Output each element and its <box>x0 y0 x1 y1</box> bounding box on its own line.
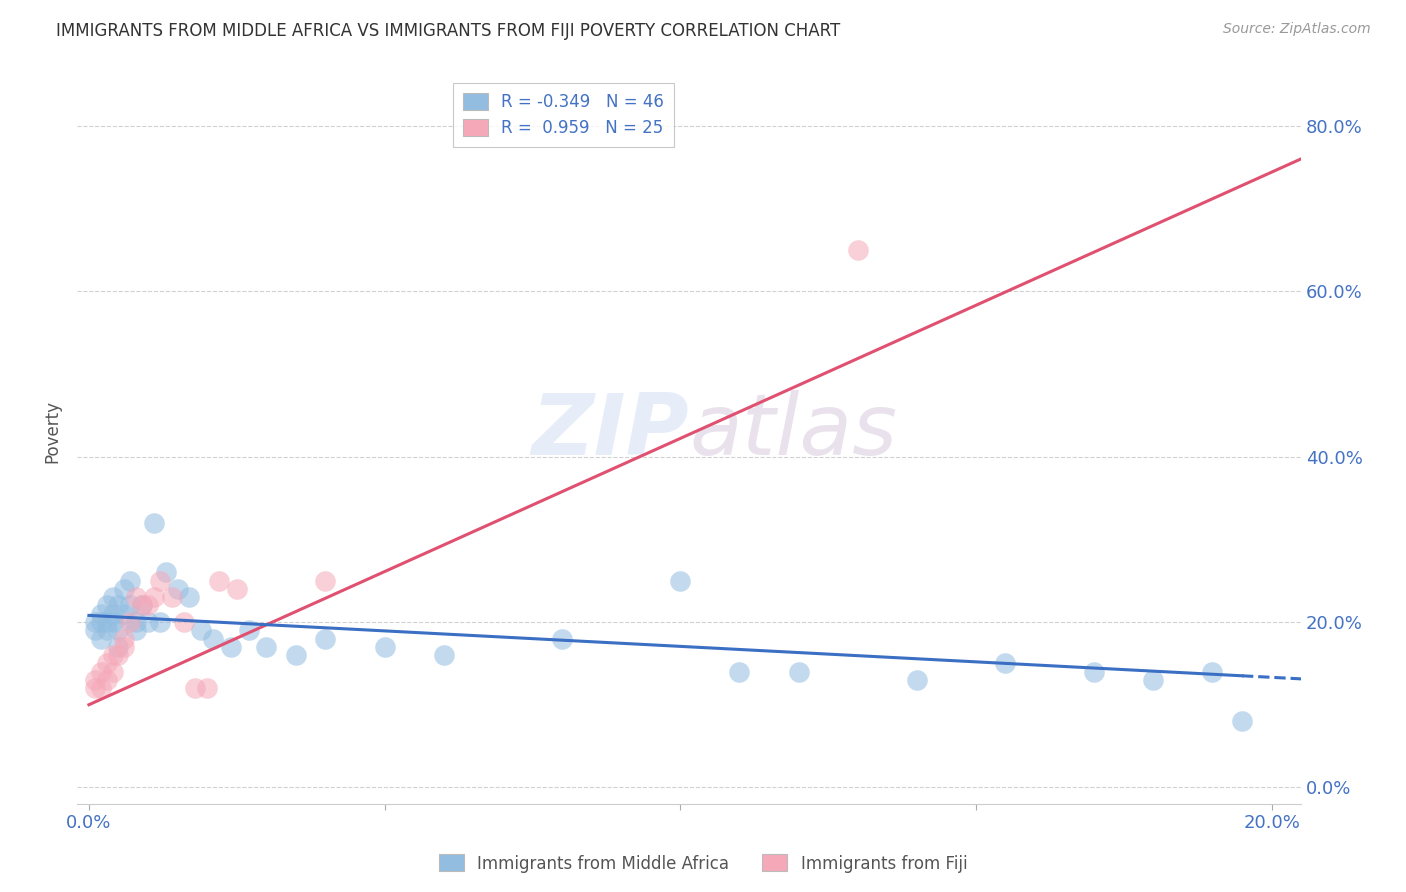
Point <box>112 607 135 621</box>
Point <box>669 574 692 588</box>
Point <box>107 624 129 638</box>
Point <box>433 648 456 662</box>
Point <box>112 632 135 646</box>
Point <box>96 599 118 613</box>
Point <box>107 648 129 662</box>
Point <box>96 615 118 629</box>
Point <box>1201 665 1223 679</box>
Point <box>90 632 112 646</box>
Point <box>96 657 118 671</box>
Text: Source: ZipAtlas.com: Source: ZipAtlas.com <box>1223 22 1371 37</box>
Point <box>846 243 869 257</box>
Point <box>107 599 129 613</box>
Legend: Immigrants from Middle Africa, Immigrants from Fiji: Immigrants from Middle Africa, Immigrant… <box>432 847 974 880</box>
Point <box>120 599 142 613</box>
Text: IMMIGRANTS FROM MIDDLE AFRICA VS IMMIGRANTS FROM FIJI POVERTY CORRELATION CHART: IMMIGRANTS FROM MIDDLE AFRICA VS IMMIGRA… <box>56 22 841 40</box>
Point <box>238 624 260 638</box>
Point <box>120 574 142 588</box>
Point <box>101 665 124 679</box>
Point <box>314 574 336 588</box>
Point <box>149 615 172 629</box>
Point <box>120 615 142 629</box>
Point <box>107 640 129 654</box>
Point <box>190 624 212 638</box>
Point <box>83 681 105 696</box>
Text: atlas: atlas <box>689 391 897 474</box>
Point <box>83 673 105 687</box>
Point <box>155 566 177 580</box>
Point <box>728 665 751 679</box>
Point <box>101 591 124 605</box>
Point <box>131 599 153 613</box>
Point <box>160 591 183 605</box>
Point <box>136 599 159 613</box>
Point <box>1142 673 1164 687</box>
Point <box>83 615 105 629</box>
Point <box>131 599 153 613</box>
Y-axis label: Poverty: Poverty <box>44 401 60 463</box>
Point <box>101 607 124 621</box>
Point <box>90 615 112 629</box>
Point <box>374 640 396 654</box>
Point <box>112 582 135 596</box>
Point <box>96 624 118 638</box>
Point <box>314 632 336 646</box>
Point <box>125 591 148 605</box>
Point <box>1083 665 1105 679</box>
Point <box>112 640 135 654</box>
Point <box>149 574 172 588</box>
Point <box>219 640 242 654</box>
Point <box>143 591 166 605</box>
Point <box>125 624 148 638</box>
Point <box>101 648 124 662</box>
Point <box>101 615 124 629</box>
Point <box>173 615 195 629</box>
Point <box>143 516 166 530</box>
Point <box>83 624 105 638</box>
Point <box>166 582 188 596</box>
Text: ZIP: ZIP <box>531 391 689 474</box>
Point <box>284 648 307 662</box>
Point <box>994 657 1017 671</box>
Point <box>208 574 231 588</box>
Point <box>136 615 159 629</box>
Legend: R = -0.349   N = 46, R =  0.959   N = 25: R = -0.349 N = 46, R = 0.959 N = 25 <box>453 83 673 147</box>
Point <box>179 591 201 605</box>
Point <box>125 615 148 629</box>
Point <box>225 582 247 596</box>
Point <box>254 640 277 654</box>
Point <box>90 681 112 696</box>
Point <box>787 665 810 679</box>
Point <box>96 673 118 687</box>
Point <box>90 607 112 621</box>
Point <box>195 681 218 696</box>
Point <box>90 665 112 679</box>
Point <box>905 673 928 687</box>
Point <box>551 632 574 646</box>
Point <box>1230 714 1253 729</box>
Point <box>202 632 225 646</box>
Point <box>184 681 207 696</box>
